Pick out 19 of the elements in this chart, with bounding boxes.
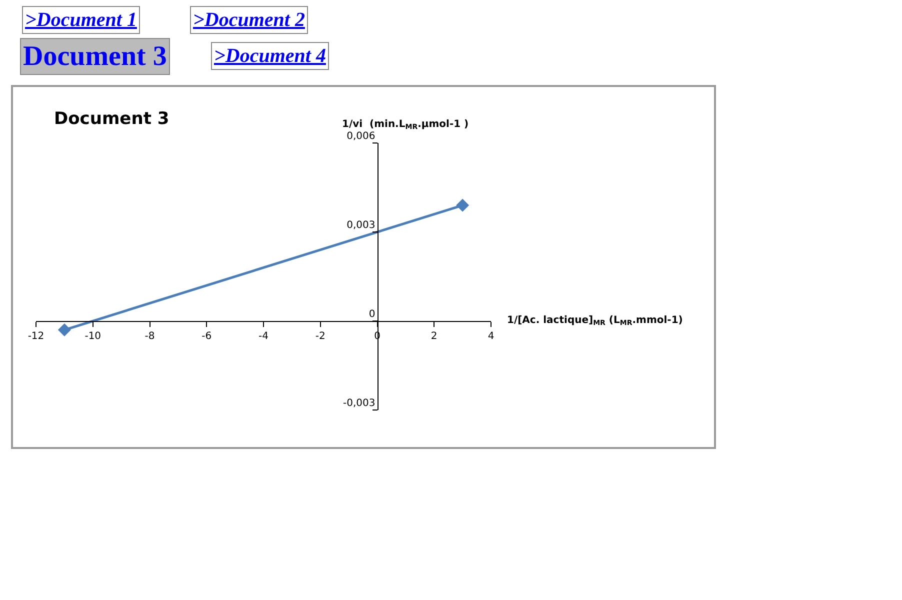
x-tick-label: -6 [202,331,212,342]
x-tick-label: -2 [315,331,326,342]
text: >Document 4 [214,45,326,67]
y-tick-label: 0 [368,309,376,320]
x-tick-label: 2 [430,331,438,342]
text: >Document 1 [25,9,137,31]
x-tick-label: -10 [84,331,102,342]
chart-title: Document 3 [54,109,170,129]
x-tick-label: -12 [28,331,44,342]
y-axis-title: 1/vi (min.L$_{MR}$.µmol-1 ) [342,119,469,132]
x-axis-title: 1/[Ac. lactique]$_{MR}$ (L$_{MR}$.mmol-1) [507,315,683,328]
x-tick-label: 4 [488,331,494,342]
text: >Document 2 [193,9,305,31]
x-tick-label: -4 [258,331,268,342]
x-tick-label: -8 [144,331,155,342]
y-tick-label: 0,003 [346,220,376,231]
y-tick-label: -0,003 [343,398,376,409]
text: Document 3 [23,41,167,72]
y-tick-label: 0,006 [346,131,376,142]
